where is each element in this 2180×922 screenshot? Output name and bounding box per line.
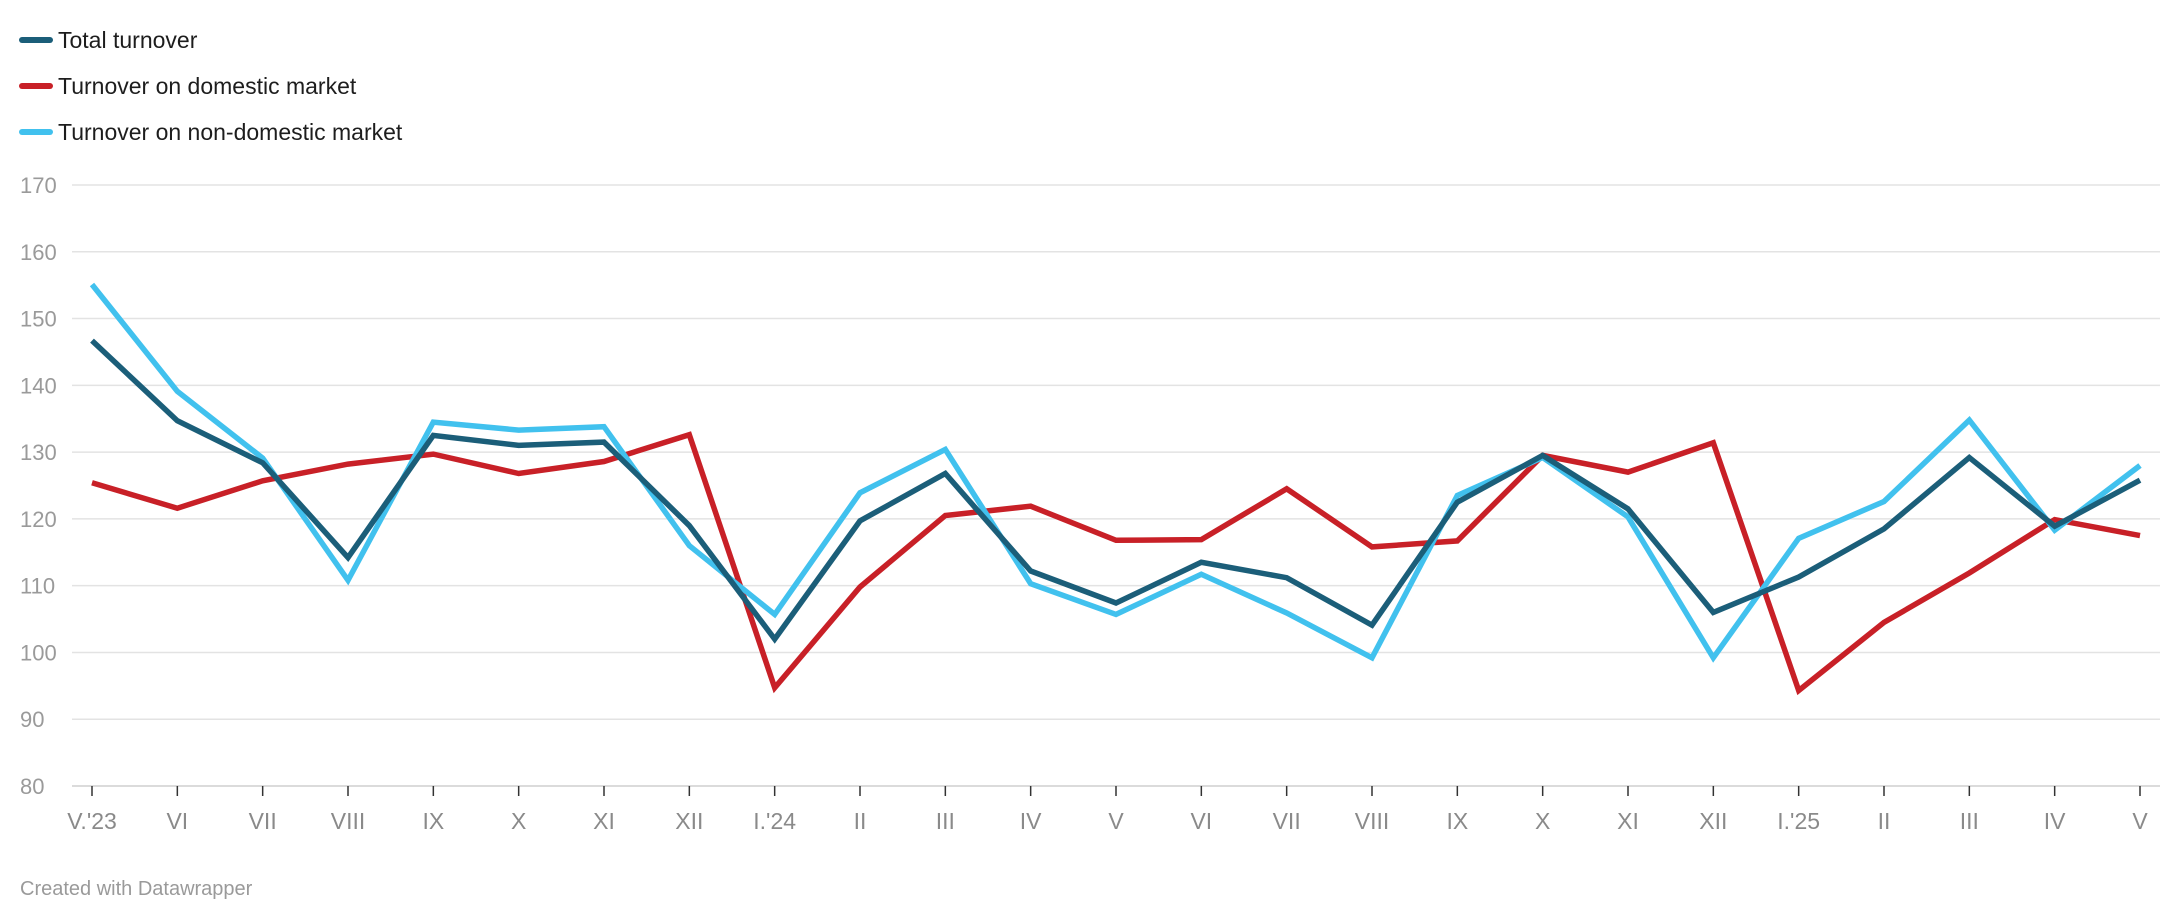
x-tick-label: V [2132, 808, 2148, 834]
x-tick-label: VII [249, 808, 277, 834]
y-tick-label: 170 [20, 173, 57, 198]
x-tick-label: XII [1699, 808, 1727, 834]
y-tick-label: 160 [20, 240, 57, 265]
x-tick-label: X [511, 808, 526, 834]
x-tick-label: II [1878, 808, 1891, 834]
x-tick-label: V.'23 [67, 808, 117, 834]
x-tick-label: XI [1617, 808, 1639, 834]
x-tick-label: I.'25 [1777, 808, 1820, 834]
x-tick-label: XII [675, 808, 703, 834]
x-tick-label: I.'24 [753, 808, 796, 834]
legend-label: Turnover on domestic market [58, 73, 357, 99]
x-tick-label: IV [1020, 808, 1042, 834]
y-tick-label: 150 [20, 307, 57, 332]
x-axis: V.'23 VI VII VIII IX X XI XII I.'24 II III IV V VI VII… [67, 786, 2148, 834]
y-tick-label: 80 [20, 774, 44, 799]
x-tick-label: IX [1446, 808, 1468, 834]
x-tick-label: III [936, 808, 955, 834]
series-line [91, 431, 2141, 696]
x-tick-label: XI [593, 808, 615, 834]
x-tick-label: VI [1190, 808, 1212, 834]
x-tick-label: IX [422, 808, 444, 834]
y-tick-label: 90 [20, 707, 44, 732]
legend-label: Total turnover [58, 27, 198, 53]
y-tick-label: 110 [20, 574, 55, 599]
series-line [89, 282, 2142, 663]
x-tick-label: III [1960, 808, 1979, 834]
x-tick-label: V [1108, 808, 1124, 834]
x-tick-label: IV [2044, 808, 2066, 834]
x-tick-label: VII [1273, 808, 1301, 834]
x-tick-label: VIII [1355, 808, 1390, 834]
x-tick-label: II [854, 808, 867, 834]
credit-text: Created with Datawrapper [20, 878, 253, 900]
x-tick-label: VIII [331, 808, 366, 834]
y-tick-label: 130 [20, 440, 57, 465]
legend: Total turnover Turnover on domestic marke… [19, 27, 403, 145]
y-tick-label: 100 [20, 640, 57, 665]
legend-label: Turnover on non-domestic market [58, 119, 403, 145]
y-tick-label: 120 [20, 507, 57, 532]
y-tick-label: 140 [20, 373, 57, 398]
x-tick-label: VI [166, 808, 188, 834]
series-lines [89, 282, 2142, 696]
series-line [90, 338, 2142, 644]
gridlines [72, 184, 2160, 787]
x-tick-label: X [1535, 808, 1550, 834]
y-axis: 80 90 100 110 120 130 140 150 160 170 [20, 173, 57, 799]
